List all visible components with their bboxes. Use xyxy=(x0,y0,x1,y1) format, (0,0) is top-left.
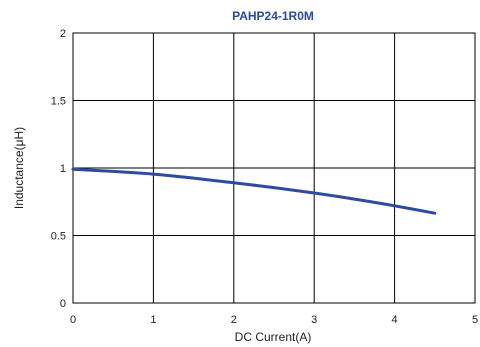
x-tick-label: 1 xyxy=(150,314,156,326)
y-axis-label: Inductance(μH) xyxy=(12,127,26,209)
x-tick-label: 3 xyxy=(311,314,317,326)
chart-title: PAHP24-1R0M xyxy=(232,9,314,23)
x-axis-label: DC Current(A) xyxy=(235,330,312,344)
plot-grid xyxy=(72,32,476,304)
series-layer xyxy=(71,167,437,215)
x-tick-label: 4 xyxy=(392,314,398,326)
y-tick-label: 1.5 xyxy=(51,96,66,108)
y-tick-label: 2 xyxy=(60,28,66,40)
y-tick-label: 1 xyxy=(60,163,66,175)
x-tick-label: 0 xyxy=(70,314,76,326)
series-line-0 xyxy=(71,167,437,215)
y-tick-label: 0 xyxy=(60,298,66,310)
x-tick-label: 5 xyxy=(472,314,478,326)
x-tick-label: 2 xyxy=(231,314,237,326)
y-tick-label: 0.5 xyxy=(51,231,66,243)
tick-labels: 0 1 2 3 4 5 0 0.5 1 1.5 2 xyxy=(51,28,478,326)
